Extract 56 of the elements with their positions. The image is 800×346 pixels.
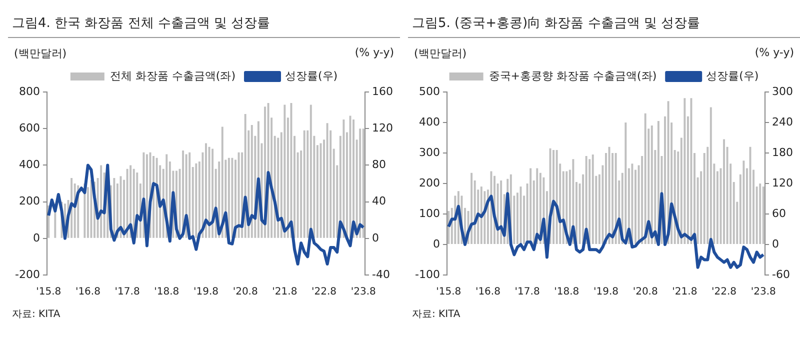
x-tick-label: '20.8	[232, 286, 258, 298]
y-tick-label: 0	[432, 237, 440, 250]
x-tick-label: '17.8	[114, 286, 140, 298]
chart-title: 그림5. (중국+홍콩)向 화장품 수출금액 및 성장률	[408, 8, 800, 38]
x-tick-label: '23.8	[750, 286, 776, 298]
x-tick-label: '19.8	[193, 286, 218, 298]
x-tick-label: '16.8	[475, 286, 500, 298]
y2-tick-label: 160	[372, 84, 394, 98]
y2-tick-label: 300	[772, 84, 794, 98]
y-axis-title: (백만달러)	[414, 46, 467, 61]
x-tick-label: '16.8	[75, 286, 100, 298]
x-tick-label: '15.8	[436, 286, 462, 298]
y-tick-label: 0	[32, 231, 40, 244]
y-tick-label: 200	[18, 194, 40, 208]
x-tick-label: '19.8	[593, 286, 618, 298]
x-tick-label: '23.8	[350, 286, 376, 298]
chart-title: 그림4. 한국 화장품 전체 수출금액 및 성장률	[8, 8, 400, 38]
y2-tick-label: -60	[772, 268, 790, 281]
x-tick-label: '21.8	[672, 286, 698, 298]
y2-tick-label: 120	[372, 121, 394, 134]
legend-label: 전체 화장품 수출금액(좌)	[110, 69, 236, 82]
legend-label: 중국+홍콩향 화장품 수출금액(좌)	[488, 69, 657, 82]
y2-tick-label: -40	[372, 268, 390, 281]
y2-tick-label: 60	[772, 206, 786, 220]
y2-axis-title: (% y-y)	[754, 46, 794, 61]
text: 자료: KITA	[411, 308, 462, 321]
legend-label: 성장률(우)	[284, 69, 338, 82]
x-tick-label: '17.8	[514, 286, 540, 298]
x-tick-label: '18.8	[554, 286, 580, 298]
y-axis-title: (백만달러)	[14, 46, 67, 61]
legend-label: 성장률(우)	[706, 69, 759, 82]
y-tick-label: -100	[414, 268, 440, 281]
x-tick-label: '22.8	[312, 286, 337, 298]
x-tick-label: '21.8	[272, 286, 298, 298]
y-tick-label: 400	[418, 115, 440, 128]
y2-tick-label: 0	[372, 231, 380, 244]
text: 자료: KITA	[11, 308, 62, 321]
y2-axis-title: (% y-y)	[354, 46, 394, 61]
y2-tick-label: 40	[372, 194, 386, 208]
y2-tick-label: 0	[772, 237, 780, 250]
y2-tick-label: 240	[772, 115, 794, 128]
y-tick-label: 200	[418, 176, 440, 190]
y-tick-label: 600	[18, 121, 40, 134]
y2-tick-label: 120	[772, 176, 794, 190]
x-tick-label: '22.8	[712, 286, 737, 298]
y2-tick-label: 80	[372, 158, 386, 172]
y2-tick-label: 180	[772, 146, 794, 159]
y-tick-label: -200	[14, 268, 40, 281]
x-tick-label: '15.8	[36, 286, 62, 298]
y-tick-label: 300	[418, 146, 440, 159]
y-tick-label: 400	[18, 158, 40, 172]
x-tick-label: '20.8	[632, 286, 658, 298]
y-tick-label: 500	[418, 84, 440, 98]
x-tick-label: '18.8	[154, 286, 180, 298]
y-tick-label: 800	[18, 84, 40, 98]
y-tick-label: 100	[418, 206, 440, 220]
